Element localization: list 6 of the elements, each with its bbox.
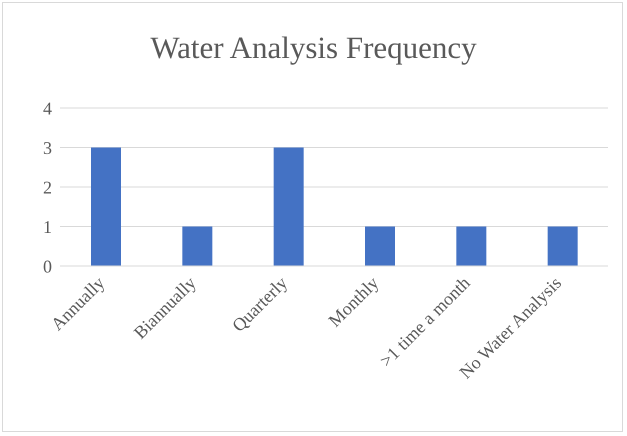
y-tick-label: 3 — [43, 138, 52, 158]
y-tick-label: 2 — [43, 177, 52, 198]
y-tick-label: 4 — [43, 98, 52, 118]
y-tick-label: 0 — [43, 256, 52, 276]
chart-title: Water Analysis Frequency — [149, 30, 478, 66]
y-tick-label: 1 — [43, 216, 52, 237]
